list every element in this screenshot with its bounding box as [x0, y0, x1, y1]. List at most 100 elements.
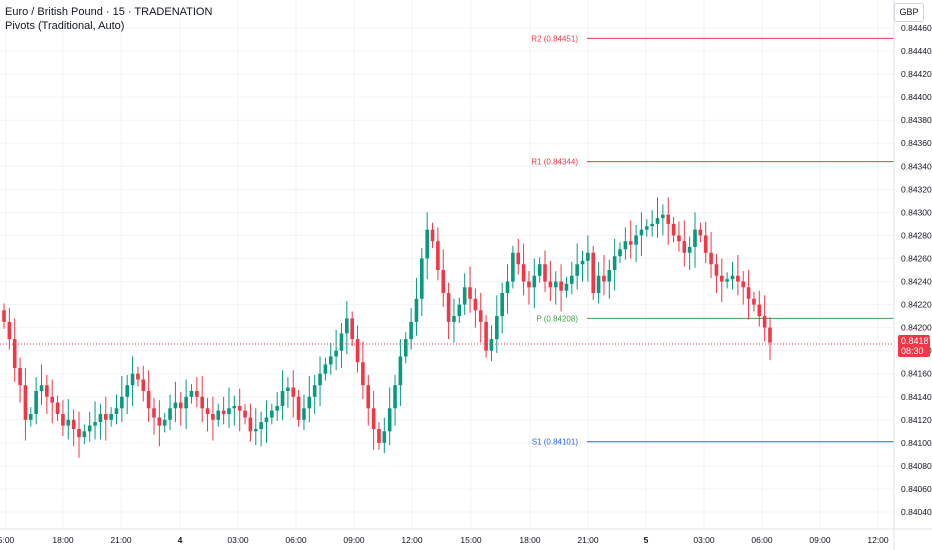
time-axis[interactable]: 5:00 18:00 21:00 4 03:00 06:00 09:00 12:00 15:00… — [0, 535, 889, 545]
candle-body[interactable] — [18, 367, 22, 386]
candle-body[interactable] — [355, 339, 360, 363]
candle-body[interactable] — [628, 241, 633, 245]
candle-body[interactable] — [227, 408, 231, 415]
candle-body[interactable] — [296, 396, 301, 420]
candle-body[interactable] — [189, 391, 194, 397]
candle-body[interactable] — [671, 223, 676, 236]
candle-body[interactable] — [109, 414, 113, 420]
candle-body[interactable] — [468, 287, 472, 299]
candle-body[interactable] — [682, 241, 687, 253]
candle-body[interactable] — [28, 414, 33, 420]
candle-body[interactable] — [655, 218, 660, 224]
candle-body[interactable] — [527, 281, 531, 288]
candle-body[interactable] — [39, 385, 44, 391]
currency-button[interactable]: GBP — [894, 3, 924, 22]
candle-body[interactable] — [361, 362, 365, 386]
candle-body[interactable] — [725, 279, 729, 282]
candle-body[interactable] — [178, 402, 183, 409]
candle-body[interactable] — [371, 408, 376, 430]
candle-body[interactable] — [446, 293, 451, 322]
candle-body[interactable] — [237, 405, 242, 411]
candle-body[interactable] — [398, 356, 403, 386]
candle-body[interactable] — [211, 414, 215, 420]
candle-body[interactable] — [591, 252, 596, 294]
candle-body[interactable] — [82, 431, 87, 438]
candle-body[interactable] — [141, 379, 146, 391]
candle-body[interactable] — [339, 333, 344, 351]
candle-body[interactable] — [532, 275, 537, 288]
candle-body[interactable] — [462, 287, 467, 305]
candle-body[interactable] — [318, 373, 322, 386]
candle-body[interactable] — [543, 264, 547, 282]
candle-body[interactable] — [232, 405, 237, 409]
candle-body[interactable] — [205, 408, 210, 415]
candle-body[interactable] — [243, 410, 247, 418]
candle-body[interactable] — [382, 431, 387, 443]
candles[interactable] — [2, 197, 772, 458]
candle-body[interactable] — [612, 256, 617, 270]
candle-body[interactable] — [768, 327, 772, 343]
candle-body[interactable] — [103, 414, 108, 420]
candle-body[interactable] — [420, 258, 424, 299]
price-axis[interactable]: 0.84460 0.84440 0.84420 0.84400 0.84380 0.843… — [901, 23, 932, 517]
candle-body[interactable] — [516, 252, 521, 265]
candle-body[interactable] — [602, 275, 606, 282]
candle-body[interactable] — [7, 321, 12, 340]
candle-body[interactable] — [511, 252, 515, 282]
candle-body[interactable] — [77, 429, 81, 438]
candle-body[interactable] — [650, 223, 654, 227]
candle-body[interactable] — [441, 270, 446, 294]
candle-body[interactable] — [2, 310, 6, 322]
candle-body[interactable] — [489, 339, 494, 351]
candle-body[interactable] — [162, 419, 167, 426]
candle-body[interactable] — [366, 385, 371, 409]
candle-body[interactable] — [173, 402, 178, 409]
candle-body[interactable] — [709, 252, 713, 265]
candle-body[interactable] — [484, 321, 488, 351]
candle-body[interactable] — [259, 422, 263, 430]
candle-body[interactable] — [580, 260, 585, 265]
candle-body[interactable] — [125, 385, 130, 397]
candle-body[interactable] — [478, 310, 483, 322]
candle-body[interactable] — [50, 396, 55, 403]
candle-body[interactable] — [345, 318, 349, 334]
candle-body[interactable] — [575, 264, 579, 276]
candle-body[interactable] — [387, 408, 392, 432]
candle-body[interactable] — [425, 229, 429, 259]
candle-body[interactable] — [184, 396, 188, 409]
candle-body[interactable] — [430, 229, 435, 242]
candle-body[interactable] — [323, 364, 328, 374]
symbol-title[interactable]: Euro / British Pound · 15 · TRADENATION — [5, 6, 213, 18]
candle-body[interactable] — [55, 402, 60, 415]
candle-body[interactable] — [200, 396, 204, 409]
candle-body[interactable] — [71, 419, 76, 430]
candle-body[interactable] — [146, 391, 151, 409]
candle-body[interactable] — [623, 241, 628, 250]
candle-body[interactable] — [564, 283, 569, 291]
candle-body[interactable] — [377, 429, 381, 443]
candle-body[interactable] — [752, 298, 756, 305]
candle-body[interactable] — [741, 281, 746, 288]
candle-body[interactable] — [23, 385, 28, 420]
candle-body[interactable] — [677, 235, 681, 242]
candle-body[interactable] — [34, 391, 38, 415]
candle-body[interactable] — [168, 408, 172, 420]
candle-body[interactable] — [495, 316, 499, 340]
candle-body[interactable] — [618, 249, 622, 257]
candle-body[interactable] — [328, 356, 333, 365]
candle-body[interactable] — [714, 264, 719, 276]
candle-body[interactable] — [307, 396, 312, 409]
candle-body[interactable] — [350, 318, 354, 340]
candle-body[interactable] — [414, 298, 419, 322]
candle-body[interactable] — [698, 229, 703, 236]
candle-body[interactable] — [195, 391, 199, 397]
candle-body[interactable] — [403, 339, 408, 357]
candle-body[interactable] — [312, 385, 317, 397]
candle-body[interactable] — [291, 387, 296, 397]
candle-body[interactable] — [280, 391, 285, 406]
candle-body[interactable] — [730, 275, 735, 280]
candle-body[interactable] — [114, 408, 119, 415]
candle-body[interactable] — [703, 235, 708, 253]
candle-body[interactable] — [87, 425, 92, 432]
candle-body[interactable] — [639, 229, 644, 236]
